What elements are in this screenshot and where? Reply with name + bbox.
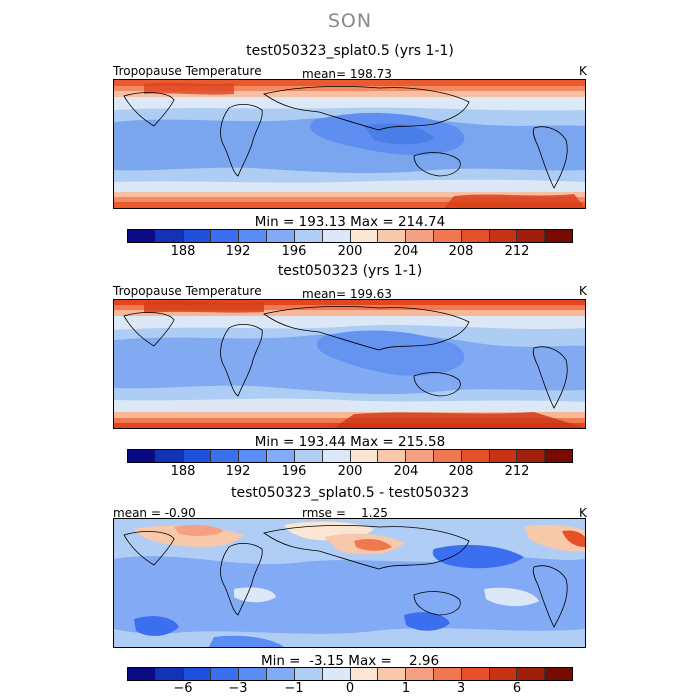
colorbar-3-box-2 [155,668,184,680]
colorbar-3-box-16 [545,668,572,680]
colorbar-1-box-8 [322,230,351,242]
colorbar-2-box-14 [489,450,518,462]
colorbar-2-box-6 [267,450,295,462]
panel-1-mean-label: mean= 198.73 [302,67,392,81]
panel-2-tick-7: 212 [504,464,530,479]
panel-1-colorbar-ticks: 188 192 196 200 204 208 212 [0,244,700,262]
colorbar-2-box-13 [461,450,490,462]
panel-2-tick-2: 192 [225,464,251,479]
colorbar-3-box-15 [517,668,546,680]
panel-2-tick-3: 196 [281,464,307,479]
panel-3-map [113,518,586,648]
panel-1-units-label: K [579,64,587,78]
panel-2-tick-5: 204 [393,464,419,479]
colorbar-3-box-13 [461,668,490,680]
colorbar-2-box-11 [406,450,434,462]
panel-1-title: test050323_splat0.5 (yrs 1-1) [246,43,454,59]
panel-3-colorbar-ticks: −6 −3 −1 0 1 3 6 [0,681,700,699]
colorbar-3-box-8 [322,668,351,680]
panel-3-tick-6: 3 [456,681,466,696]
panel-2-title: test050323 (yrs 1-1) [277,263,423,279]
colorbar-2-box-4 [211,450,240,462]
colorbar-2-box-10 [378,450,407,462]
figure-season-title: SON [327,10,373,32]
panel-3-units-label: K [579,506,587,520]
colorbar-1-box-6 [267,230,295,242]
colorbar-1-box-2 [155,230,184,242]
panel-3-tick-2: −3 [228,681,248,696]
panel-3-title: test050323_splat0.5 - test050323 [230,485,469,501]
colorbar-3-box-3 [183,668,212,680]
colorbar-3-box-6 [267,668,295,680]
panel-1-tick-6: 208 [448,244,474,259]
colorbar-3-box-10 [378,668,407,680]
colorbar-3-box-7 [294,668,323,680]
panel-3-rmse-label: rmse = 1.25 [302,506,388,520]
colorbar-1-box-3 [183,230,212,242]
panel-3-tick-4: 0 [345,681,355,696]
panel-3-tick-3: −1 [284,681,304,696]
panel-2-map-graphic [114,300,585,428]
colorbar-3-box-11 [406,668,434,680]
colorbar-1-box-11 [406,230,434,242]
panel-1-tick-1: 188 [170,244,196,259]
panel-3-mean-label: mean = -0.90 [113,506,196,520]
panel-3-map-graphic [114,519,585,647]
colorbar-2-box-2 [155,450,184,462]
panel-1-map-graphic [114,80,585,208]
colorbar-2-box-12 [433,450,462,462]
colorbar-1-box-13 [461,230,490,242]
colorbar-1-box-12 [433,230,462,242]
panel-1-tick-2: 192 [225,244,251,259]
colorbar-3-box-1 [128,668,156,680]
colorbar-1-box-14 [489,230,518,242]
panel-2-colorbar-ticks: 188 192 196 200 204 208 212 [0,464,700,482]
panel-1-tick-3: 196 [281,244,307,259]
colorbar-2-box-5 [239,450,268,462]
colorbar-2-box-15 [517,450,546,462]
panel-3-tick-5: 1 [401,681,411,696]
colorbar-2-box-9 [350,450,379,462]
panel-2-map [113,299,586,429]
colorbar-3-box-14 [489,668,518,680]
colorbar-1-box-15 [517,230,546,242]
panel-1-map [113,79,586,209]
panel-1-tick-7: 212 [504,244,530,259]
colorbar-1-box-9 [350,230,379,242]
colorbar-1-box-10 [378,230,407,242]
panel-2-tick-1: 188 [170,464,196,479]
panel-3-tick-1: −6 [173,681,193,696]
colorbar-1-box-1 [128,230,156,242]
colorbar-2-box-16 [545,450,572,462]
colorbar-3-box-5 [239,668,268,680]
panel-2-variable-label: Tropopause Temperature [113,284,262,298]
colorbar-1-box-5 [239,230,268,242]
colorbar-2-box-1 [128,450,156,462]
colorbar-2-box-7 [294,450,323,462]
panel-1-tick-4: 200 [337,244,363,259]
colorbar-3-box-12 [433,668,462,680]
panel-1-variable-label: Tropopause Temperature [113,64,262,78]
colorbar-1-box-7 [294,230,323,242]
panel-2-tick-4: 200 [337,464,363,479]
panel-2-colorbar [127,449,573,463]
colorbar-1-box-16 [545,230,572,242]
colorbar-2-box-8 [322,450,351,462]
panel-3-tick-7: 6 [512,681,522,696]
panel-1-minmax-label: Min = 193.13 Max = 214.74 [254,214,446,230]
colorbar-3-box-4 [211,668,240,680]
colorbar-1-box-4 [211,230,240,242]
panel-2-units-label: K [579,284,587,298]
colorbar-3-box-9 [350,668,379,680]
colorbar-2-box-3 [183,450,212,462]
panel-2-mean-label: mean= 199.63 [302,287,392,301]
panel-1-colorbar [127,229,573,243]
panel-3-minmax-label: Min = -3.15 Max = 2.96 [260,653,440,669]
panel-2-minmax-label: Min = 193.44 Max = 215.58 [254,434,446,450]
panel-2-tick-6: 208 [448,464,474,479]
panel-1-tick-5: 204 [393,244,419,259]
panel-3-colorbar [127,667,573,681]
